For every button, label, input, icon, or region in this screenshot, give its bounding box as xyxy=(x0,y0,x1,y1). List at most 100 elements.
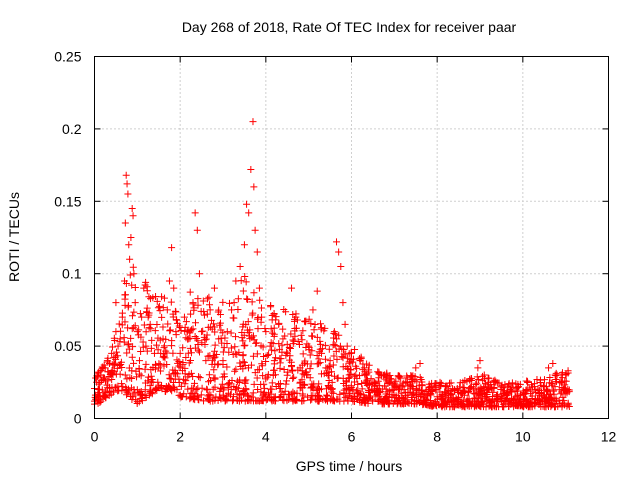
data-point xyxy=(277,355,285,363)
data-point xyxy=(375,396,383,404)
data-point xyxy=(160,294,168,302)
data-point xyxy=(418,382,426,390)
data-point xyxy=(425,384,433,392)
data-point xyxy=(473,397,481,405)
data-point xyxy=(304,393,312,401)
data-point xyxy=(465,388,473,396)
data-point xyxy=(424,391,432,399)
data-point xyxy=(445,396,453,404)
data-point xyxy=(191,209,199,217)
data-point xyxy=(193,226,201,234)
data-point xyxy=(459,378,467,386)
data-point xyxy=(448,390,456,398)
data-point xyxy=(283,349,291,357)
data-point xyxy=(128,395,136,403)
data-point xyxy=(341,393,349,401)
data-point xyxy=(473,389,481,397)
data-point xyxy=(450,386,458,394)
data-point xyxy=(126,374,134,382)
data-point xyxy=(400,395,408,403)
data-point xyxy=(349,385,357,393)
data-point xyxy=(216,319,224,327)
data-point xyxy=(348,349,355,357)
data-point xyxy=(164,320,172,328)
data-point xyxy=(142,328,150,336)
data-point xyxy=(120,277,128,285)
data-point xyxy=(392,377,400,385)
data-point xyxy=(128,374,136,382)
data-point xyxy=(456,383,464,391)
data-point xyxy=(165,371,173,379)
data-point xyxy=(314,391,322,399)
data-point xyxy=(501,381,509,389)
data-point xyxy=(307,360,315,368)
data-point xyxy=(521,389,529,397)
data-point xyxy=(189,372,197,380)
data-point xyxy=(541,393,549,401)
data-point xyxy=(416,359,424,367)
data-point xyxy=(223,328,231,336)
data-point xyxy=(315,355,323,363)
data-point xyxy=(133,328,141,336)
data-point xyxy=(249,309,257,317)
data-point xyxy=(195,373,203,381)
data-point xyxy=(189,384,197,392)
data-point xyxy=(267,339,275,347)
data-point xyxy=(186,288,194,296)
data-point xyxy=(341,320,349,328)
data-point xyxy=(167,385,175,393)
data-point xyxy=(446,387,454,395)
data-point xyxy=(267,302,275,310)
data-point xyxy=(352,371,360,379)
data-point xyxy=(214,361,222,369)
data-point xyxy=(357,390,365,398)
data-point xyxy=(305,342,313,350)
data-point xyxy=(152,384,160,392)
data-point xyxy=(181,380,189,388)
data-point xyxy=(206,301,214,309)
data-point xyxy=(329,389,337,397)
data-point xyxy=(397,389,405,397)
data-point xyxy=(253,374,261,382)
data-point xyxy=(337,262,345,270)
data-point xyxy=(240,358,248,366)
data-point xyxy=(465,397,473,405)
data-point xyxy=(398,394,406,402)
data-point xyxy=(261,325,269,333)
data-point xyxy=(168,342,176,350)
data-point xyxy=(466,376,474,384)
data-point xyxy=(120,338,128,346)
data-point xyxy=(464,389,472,397)
data-point xyxy=(150,349,158,357)
data-point xyxy=(509,396,517,404)
data-point xyxy=(161,354,169,362)
data-point xyxy=(531,402,539,410)
data-point xyxy=(194,301,202,309)
data-point xyxy=(377,371,385,379)
data-point xyxy=(125,241,133,249)
data-point xyxy=(116,335,124,343)
data-point xyxy=(369,378,377,386)
data-point xyxy=(198,384,206,392)
data-point xyxy=(376,395,384,403)
data-point xyxy=(559,393,567,401)
data-point xyxy=(244,296,252,304)
data-point xyxy=(135,370,143,378)
data-point xyxy=(166,375,174,383)
data-point xyxy=(330,328,338,336)
data-point xyxy=(316,345,324,353)
data-point xyxy=(283,377,291,385)
data-point xyxy=(179,344,187,352)
data-point xyxy=(289,374,297,382)
data-point xyxy=(234,295,242,303)
data-point xyxy=(219,373,227,381)
data-point xyxy=(245,209,253,217)
data-point xyxy=(104,377,112,385)
data-point xyxy=(143,304,151,312)
data-point xyxy=(535,400,543,408)
data-point xyxy=(523,396,531,404)
data-point xyxy=(353,364,361,372)
data-point xyxy=(182,354,190,362)
data-point xyxy=(270,394,278,402)
data-point xyxy=(232,386,240,394)
